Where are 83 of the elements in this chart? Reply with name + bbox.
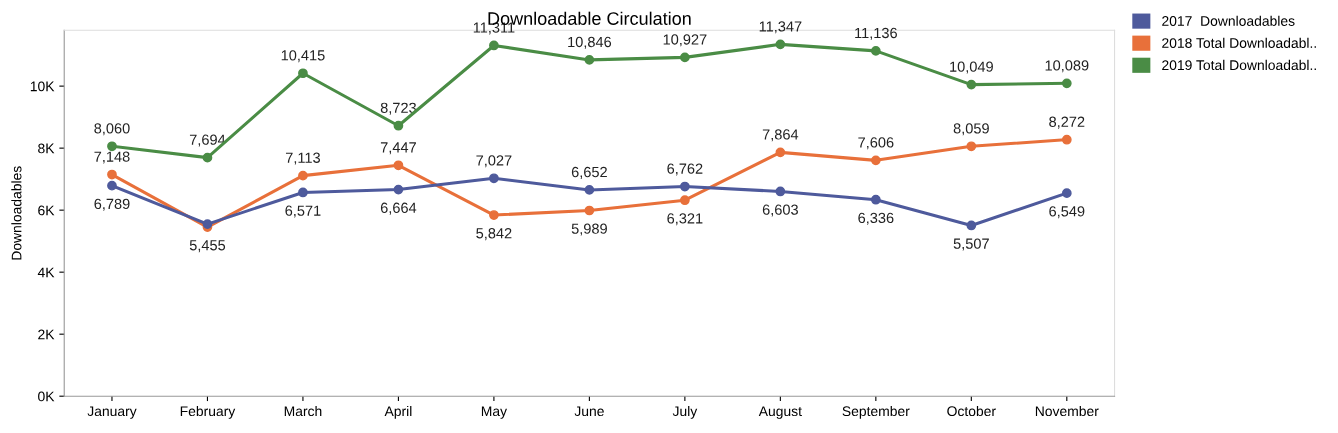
data-label: 10,846 — [568, 36, 612, 49]
x-tick-label: April — [384, 405, 412, 419]
point — [870, 155, 881, 166]
point — [584, 55, 595, 65]
data-label: 8,723 — [380, 102, 417, 115]
legend-label: 2018 Total Downloadabl.. — [1162, 37, 1316, 48]
x-tick-label: March — [284, 405, 322, 417]
point — [393, 184, 404, 195]
point — [1061, 188, 1072, 198]
point — [966, 79, 977, 90]
data-label: 6,652 — [571, 166, 607, 179]
data-label: 7,027 — [476, 155, 512, 168]
point — [775, 186, 786, 197]
data-label: 11,136 — [855, 27, 897, 40]
point — [107, 169, 117, 180]
data-label: 5,507 — [953, 238, 989, 251]
point — [393, 120, 404, 131]
x-tick-label: January — [87, 406, 137, 419]
x-tick-label: June — [574, 406, 604, 417]
legend-label: 2019 Total Downloadabl.. — [1162, 59, 1316, 71]
point — [680, 181, 690, 192]
data-label: 6,789 — [94, 198, 130, 211]
x-tick-label: July — [672, 405, 698, 419]
point — [1061, 134, 1072, 145]
legend-label: 2017 Downloadables — [1162, 15, 1295, 26]
point — [393, 160, 404, 171]
data-label: 8,059 — [953, 123, 989, 136]
data-label: 6,336 — [858, 212, 894, 225]
point — [202, 152, 213, 163]
x-tick-label: May — [481, 406, 507, 419]
data-label: 6,549 — [1049, 206, 1085, 219]
point — [680, 195, 690, 206]
data-label: 5,842 — [476, 228, 512, 241]
x-tick-label: August — [758, 406, 802, 419]
y-tick-label: 4K — [37, 267, 55, 278]
data-label: 7,606 — [858, 137, 894, 150]
data-label: 7,113 — [285, 152, 321, 165]
x-tick-label: September — [842, 405, 910, 419]
point — [775, 147, 786, 158]
data-label: 7,447 — [380, 142, 416, 155]
x-tick-label: November — [1035, 405, 1099, 417]
y-tick-label: 2K — [38, 329, 55, 340]
data-label: 6,321 — [667, 213, 703, 226]
y-tick-label: 0K — [38, 391, 55, 402]
data-label: 7,148 — [94, 151, 130, 164]
x-tick-label: October — [947, 405, 996, 417]
data-label: 5,455 — [189, 240, 226, 253]
point — [107, 180, 117, 191]
data-label: 7,694 — [189, 134, 226, 147]
point — [966, 220, 977, 231]
data-label: 6,664 — [380, 202, 417, 215]
point — [870, 194, 881, 205]
point — [1061, 78, 1072, 89]
data-label: 7,864 — [762, 129, 799, 142]
data-label: 5,989 — [571, 223, 607, 236]
data-label: 10,089 — [1045, 60, 1089, 73]
data-label: 11,347 — [759, 21, 802, 34]
point — [298, 187, 308, 198]
y-axis-title: Downloadables — [11, 166, 22, 260]
point — [680, 52, 690, 63]
data-label: 6,603 — [762, 204, 798, 217]
point — [489, 173, 499, 184]
point — [298, 68, 308, 79]
point — [966, 141, 977, 152]
point — [107, 141, 117, 152]
point — [870, 46, 881, 56]
data-label: 8,060 — [94, 123, 130, 136]
data-label: 10,049 — [950, 61, 993, 74]
point — [489, 210, 499, 220]
data-label: 10,927 — [663, 34, 707, 47]
point — [584, 205, 595, 216]
y-tick-label: 10K — [30, 81, 55, 92]
y-tick-label: 8K — [38, 143, 55, 154]
data-label: 6,571 — [285, 205, 321, 218]
data-label: 6,762 — [667, 163, 703, 176]
data-label: 10,415 — [281, 50, 325, 63]
point — [298, 170, 308, 181]
y-tick-label: 6K — [38, 205, 55, 216]
point — [584, 185, 595, 195]
x-tick-label: February — [180, 405, 236, 419]
point — [489, 40, 499, 51]
point — [775, 39, 786, 50]
data-label: 8,272 — [1049, 116, 1085, 129]
